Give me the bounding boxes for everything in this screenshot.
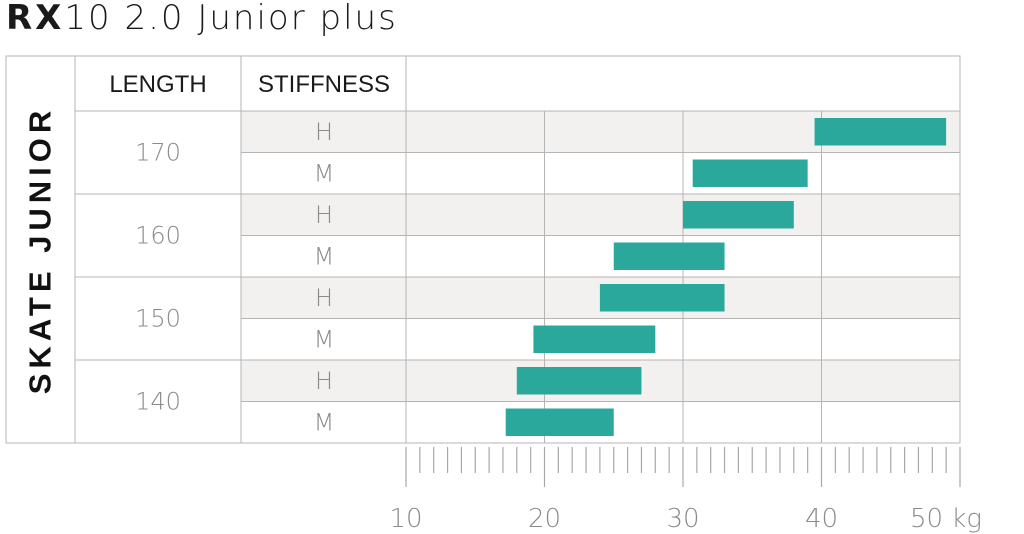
- length-label: 140: [135, 388, 181, 416]
- stiffness-label: H: [315, 367, 333, 395]
- title-model: 10 2.0 Junior plus: [64, 0, 398, 38]
- stiffness-header: STIFFNESS: [258, 71, 390, 98]
- bar-150-h: [599, 284, 725, 312]
- x-tick-label: 40: [805, 504, 838, 534]
- x-tick-label: 10: [389, 504, 422, 534]
- table-border: [5, 55, 961, 444]
- bar-140-m: [505, 408, 614, 436]
- stiffness-label: H: [315, 201, 333, 229]
- x-tick-label: 20: [528, 504, 561, 534]
- bar-160-m: [613, 242, 725, 270]
- bar-150-m: [533, 325, 656, 353]
- bar-170-m: [692, 159, 808, 187]
- category-label: SKATE JUNIOR: [23, 106, 58, 395]
- bar-160-h: [683, 201, 794, 229]
- stiffness-label: M: [314, 325, 335, 353]
- stiffness-label: M: [314, 159, 335, 187]
- stiffness-label: H: [315, 284, 333, 312]
- stiffness-label: M: [314, 408, 335, 436]
- length-header: LENGTH: [109, 71, 206, 98]
- x-tick-label: 50 kg: [910, 504, 982, 534]
- stiffness-label: M: [314, 242, 335, 270]
- length-label: 170: [135, 139, 181, 167]
- length-label: 160: [135, 222, 181, 250]
- row-shade: [241, 194, 960, 236]
- chart-title: RX10 2.0 Junior plus: [6, 0, 398, 38]
- stiffness-label: H: [315, 118, 333, 146]
- bar-140-h: [516, 367, 642, 395]
- x-tick-label: 30: [666, 504, 699, 534]
- bar-170-h: [814, 118, 947, 146]
- length-label: 150: [135, 305, 181, 333]
- title-brand: RX: [6, 0, 65, 38]
